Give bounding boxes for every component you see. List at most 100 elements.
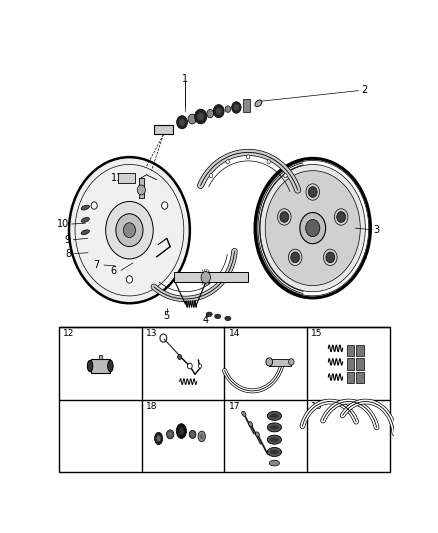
- Circle shape: [124, 223, 135, 238]
- Bar: [269, 359, 291, 366]
- Ellipse shape: [255, 432, 259, 437]
- Ellipse shape: [267, 448, 282, 457]
- Circle shape: [162, 202, 168, 209]
- Ellipse shape: [215, 314, 221, 319]
- Bar: [346, 358, 354, 370]
- Circle shape: [116, 214, 143, 247]
- Circle shape: [198, 364, 202, 368]
- Bar: [154, 125, 173, 134]
- Ellipse shape: [267, 411, 282, 421]
- Bar: [243, 99, 250, 111]
- Ellipse shape: [255, 100, 262, 107]
- Ellipse shape: [270, 414, 279, 418]
- Circle shape: [127, 276, 132, 283]
- Circle shape: [179, 119, 185, 126]
- Ellipse shape: [191, 432, 194, 437]
- Text: 7: 7: [93, 260, 99, 270]
- Circle shape: [337, 212, 346, 222]
- Ellipse shape: [267, 435, 282, 444]
- Circle shape: [267, 160, 270, 164]
- Ellipse shape: [108, 360, 113, 372]
- Circle shape: [69, 157, 190, 303]
- Bar: [91, 359, 110, 373]
- Ellipse shape: [168, 432, 172, 437]
- Circle shape: [326, 252, 335, 263]
- Circle shape: [306, 220, 320, 237]
- Ellipse shape: [81, 217, 89, 222]
- Bar: [59, 327, 390, 472]
- Bar: [346, 372, 354, 383]
- Circle shape: [188, 114, 196, 124]
- Circle shape: [291, 252, 300, 263]
- Bar: [173, 272, 248, 282]
- Text: 3: 3: [373, 225, 379, 235]
- Circle shape: [178, 354, 182, 359]
- Circle shape: [194, 109, 207, 124]
- Ellipse shape: [269, 460, 279, 466]
- Circle shape: [289, 359, 294, 365]
- Ellipse shape: [155, 432, 162, 445]
- Ellipse shape: [189, 430, 196, 439]
- Circle shape: [255, 158, 371, 298]
- Ellipse shape: [206, 312, 212, 317]
- Circle shape: [106, 201, 153, 259]
- Bar: [356, 345, 364, 356]
- Text: 14: 14: [229, 329, 240, 338]
- Circle shape: [226, 160, 230, 164]
- Text: 15: 15: [311, 329, 323, 338]
- Circle shape: [284, 174, 287, 178]
- Circle shape: [247, 155, 250, 159]
- Circle shape: [266, 358, 273, 366]
- Ellipse shape: [270, 425, 279, 430]
- Text: 1: 1: [182, 74, 188, 84]
- Circle shape: [280, 212, 289, 222]
- Circle shape: [177, 116, 187, 129]
- Circle shape: [198, 113, 204, 120]
- Text: 18: 18: [146, 402, 157, 411]
- Text: 17: 17: [229, 402, 240, 411]
- Bar: [99, 354, 102, 359]
- Circle shape: [187, 363, 192, 369]
- Circle shape: [232, 102, 241, 113]
- Ellipse shape: [270, 437, 279, 442]
- Text: 10: 10: [57, 219, 69, 229]
- Circle shape: [75, 164, 184, 296]
- Ellipse shape: [87, 360, 93, 372]
- Circle shape: [216, 108, 222, 115]
- Ellipse shape: [225, 316, 231, 321]
- Circle shape: [213, 104, 224, 118]
- Ellipse shape: [200, 434, 204, 439]
- Text: 16: 16: [311, 402, 323, 411]
- Circle shape: [308, 187, 317, 197]
- Text: 4: 4: [203, 314, 209, 325]
- Circle shape: [225, 106, 230, 112]
- Circle shape: [91, 202, 97, 209]
- Text: 2: 2: [361, 85, 367, 95]
- Bar: [356, 372, 364, 383]
- Circle shape: [257, 160, 369, 296]
- Circle shape: [137, 185, 145, 195]
- Text: 5: 5: [164, 311, 170, 321]
- Bar: [346, 345, 354, 356]
- Ellipse shape: [81, 205, 89, 210]
- Ellipse shape: [81, 230, 89, 235]
- Text: 12: 12: [63, 329, 74, 338]
- Circle shape: [265, 171, 360, 286]
- Circle shape: [209, 174, 213, 178]
- Ellipse shape: [156, 435, 161, 441]
- Ellipse shape: [248, 422, 253, 426]
- Circle shape: [260, 165, 365, 292]
- Text: 13: 13: [146, 329, 157, 338]
- Text: 9: 9: [64, 235, 71, 245]
- Bar: [138, 177, 144, 198]
- Circle shape: [234, 104, 239, 110]
- Ellipse shape: [198, 431, 205, 442]
- Circle shape: [201, 272, 211, 283]
- Circle shape: [207, 109, 214, 118]
- Bar: [356, 358, 364, 370]
- Ellipse shape: [267, 423, 282, 432]
- Ellipse shape: [179, 427, 184, 435]
- Ellipse shape: [242, 411, 246, 416]
- Bar: [117, 173, 134, 182]
- Ellipse shape: [176, 424, 187, 439]
